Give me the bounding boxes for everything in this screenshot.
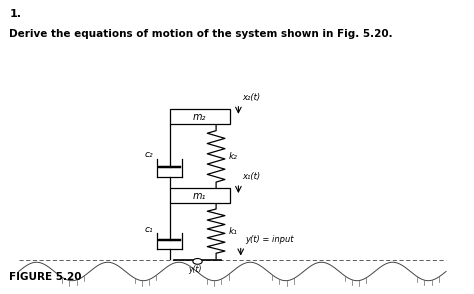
Text: y(t): y(t) xyxy=(189,265,202,274)
Text: k₂: k₂ xyxy=(229,152,238,161)
Text: c₁: c₁ xyxy=(144,225,153,234)
Text: m₁: m₁ xyxy=(193,191,207,201)
Text: m₂: m₂ xyxy=(193,112,207,122)
Text: c₂: c₂ xyxy=(144,151,153,159)
Text: FIGURE 5.20: FIGURE 5.20 xyxy=(9,272,82,282)
FancyBboxPatch shape xyxy=(170,188,230,203)
Text: x₂(t): x₂(t) xyxy=(242,93,260,102)
Text: Derive the equations of motion of the system shown in Fig. 5.20.: Derive the equations of motion of the sy… xyxy=(9,29,393,39)
Text: k₁: k₁ xyxy=(229,227,238,235)
FancyBboxPatch shape xyxy=(170,109,230,124)
Text: x₁(t): x₁(t) xyxy=(242,172,260,181)
Text: 1.: 1. xyxy=(9,9,21,19)
Text: y(t) = input: y(t) = input xyxy=(246,235,294,244)
Circle shape xyxy=(193,258,202,264)
